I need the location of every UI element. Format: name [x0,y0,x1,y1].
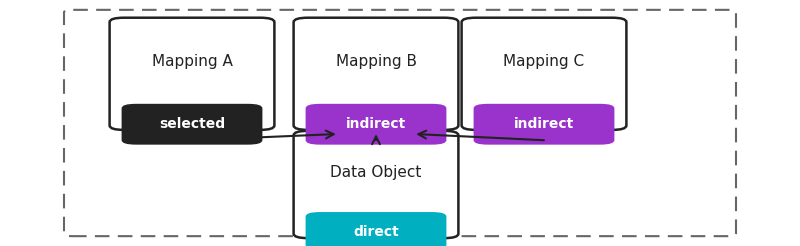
FancyBboxPatch shape [110,18,274,130]
FancyBboxPatch shape [122,104,262,145]
FancyBboxPatch shape [294,131,458,238]
Text: indirect: indirect [346,117,406,131]
FancyBboxPatch shape [462,18,626,130]
Text: direct: direct [353,226,399,239]
FancyBboxPatch shape [294,18,458,130]
Text: selected: selected [159,117,225,131]
Text: indirect: indirect [514,117,574,131]
FancyBboxPatch shape [306,212,446,246]
Text: Mapping B: Mapping B [335,54,417,69]
Text: Mapping C: Mapping C [503,54,585,69]
FancyBboxPatch shape [306,104,446,145]
Text: Mapping A: Mapping A [151,54,233,69]
Text: Data Object: Data Object [330,165,422,180]
FancyBboxPatch shape [474,104,614,145]
